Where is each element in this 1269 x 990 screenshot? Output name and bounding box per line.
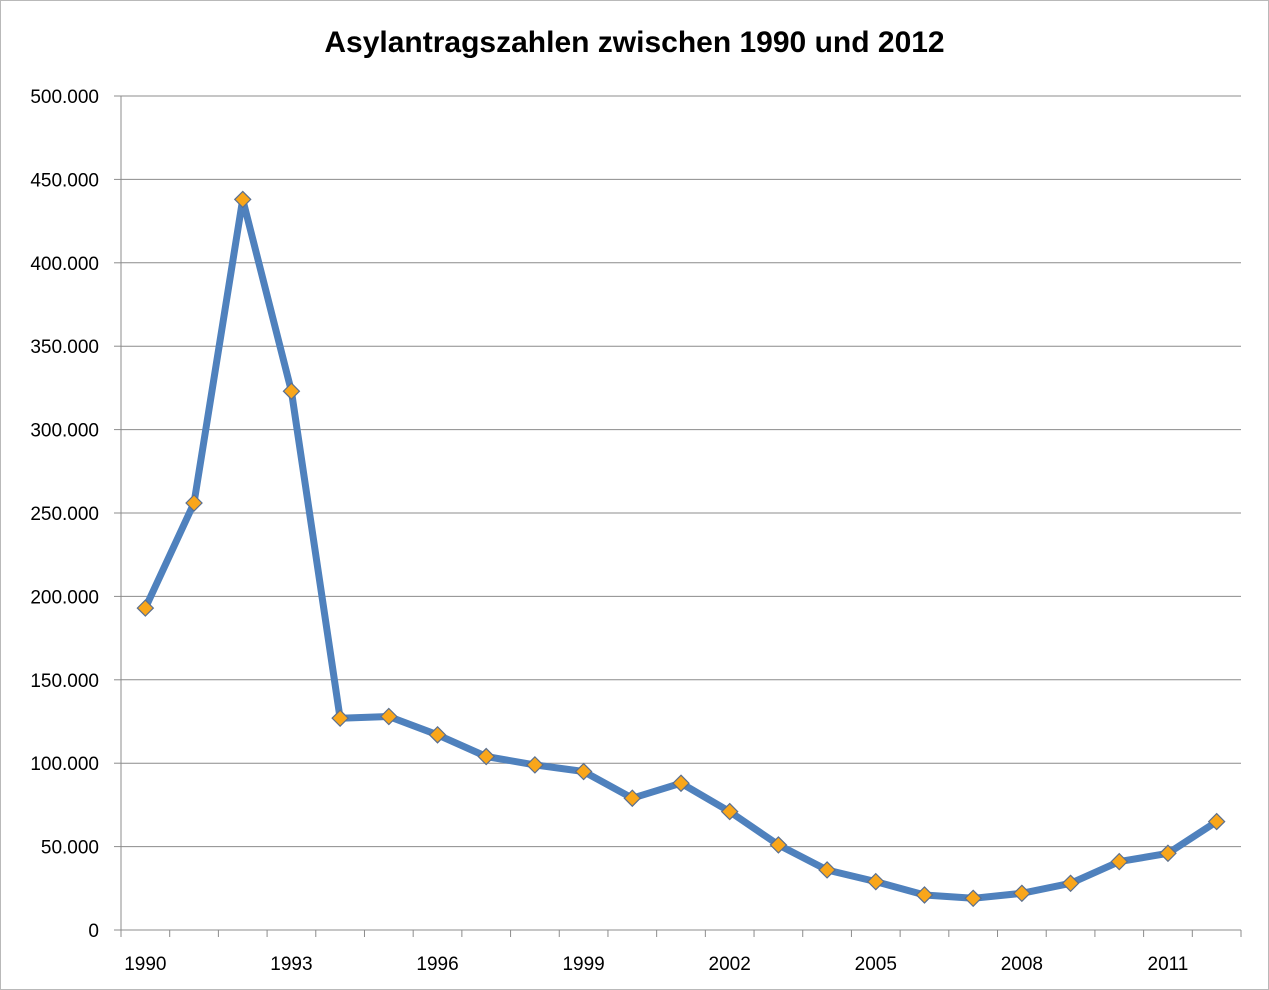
data-point	[769, 836, 788, 854]
data-point	[964, 889, 983, 908]
data-point	[282, 382, 301, 401]
y-tick-label: 50.000	[41, 838, 99, 859]
data-point	[672, 774, 690, 793]
data-point	[1013, 884, 1031, 903]
x-tick-label: 2002	[709, 954, 751, 975]
y-tick-label: 400.000	[30, 254, 99, 275]
data-point	[623, 789, 642, 808]
x-tick-label: 2005	[855, 954, 897, 975]
data-point	[477, 747, 496, 766]
x-tick-label: 2011	[1148, 954, 1189, 975]
data-point	[1061, 874, 1080, 893]
y-tick-label: 100.000	[30, 754, 99, 775]
y-tick-label: 450.000	[30, 170, 99, 191]
data-point	[1207, 812, 1226, 831]
data-point	[1159, 844, 1177, 863]
data-point	[574, 762, 593, 781]
data-point	[136, 599, 155, 617]
x-tick-label: 2008	[1001, 954, 1043, 975]
data-point	[818, 861, 836, 879]
y-tick-label: 0	[88, 921, 99, 942]
y-tick-label: 250.000	[30, 504, 99, 525]
y-tick-label: 500.000	[30, 87, 99, 108]
y-tick-label: 300.000	[30, 421, 99, 442]
x-tick-label: 1990	[124, 954, 166, 975]
data-point	[379, 707, 398, 726]
y-tick-label: 150.000	[30, 671, 99, 692]
x-tick-label: 1993	[270, 954, 312, 975]
data-point	[915, 886, 934, 904]
x-tick-label: 1999	[562, 954, 604, 975]
y-tick-label: 200.000	[30, 587, 99, 608]
data-point	[233, 190, 252, 209]
data-point	[866, 872, 885, 891]
data-point	[720, 802, 739, 821]
data-point	[185, 494, 203, 512]
y-tick-label: 350.000	[30, 337, 99, 358]
data-point	[526, 756, 544, 774]
data-point	[1110, 852, 1129, 871]
data-point	[331, 709, 349, 728]
x-tick-label: 1996	[416, 954, 458, 975]
series-line	[141, 195, 1221, 902]
data-point	[428, 725, 447, 744]
chart-title: Asylantragszahlen zwischen 1990 und 2012	[324, 26, 945, 59]
